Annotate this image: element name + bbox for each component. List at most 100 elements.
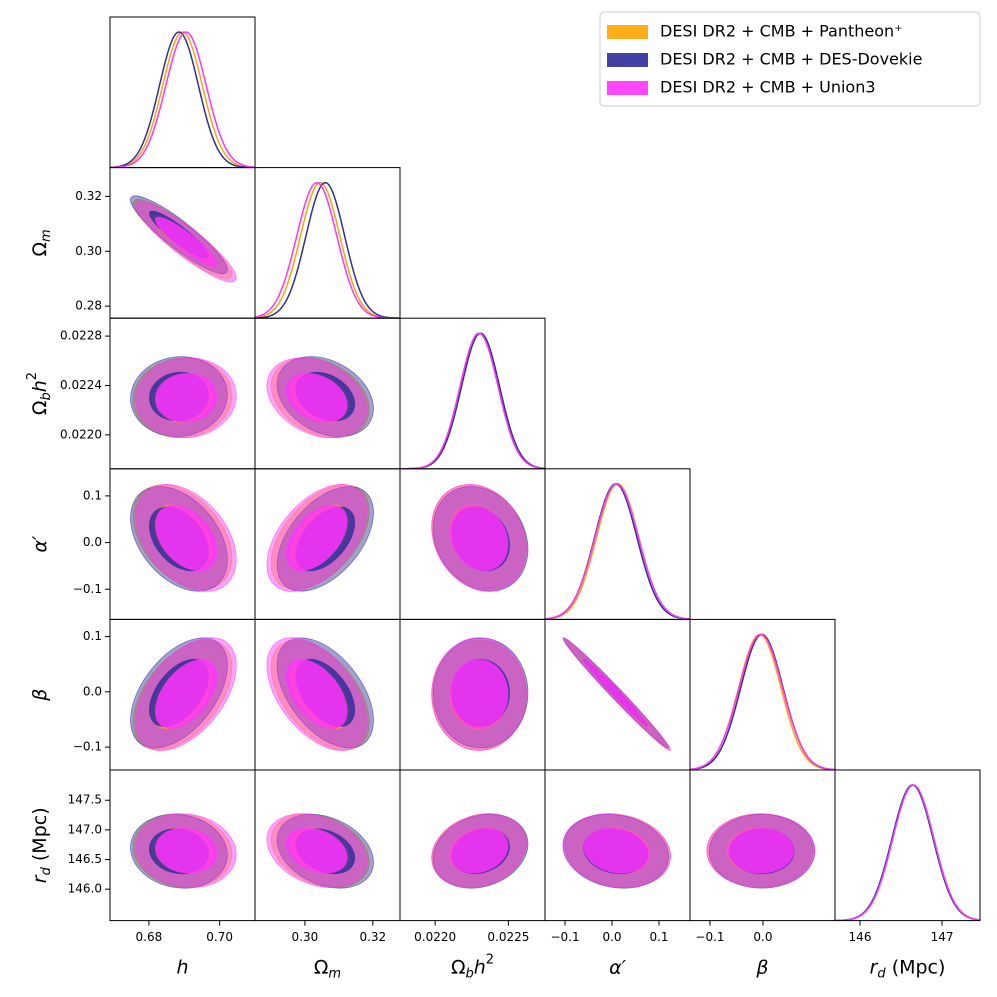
- y-tick-label: 0.0228: [60, 329, 102, 343]
- marginal-curve: [690, 633, 835, 771]
- y-tick-label: 0.0224: [60, 378, 102, 392]
- label-part: m: [39, 229, 54, 242]
- label-part: β: [29, 689, 51, 702]
- marginal-curve: [400, 332, 545, 469]
- y-axis-label: rd (Mpc): [29, 807, 54, 883]
- panel-frame: [834, 769, 981, 922]
- contour-68: [154, 827, 218, 874]
- panel: [431, 637, 529, 751]
- panel: [835, 784, 980, 921]
- label-part: (Mpc): [29, 807, 51, 867]
- y-tick-label: 0.1: [83, 629, 102, 643]
- contour-68: [583, 659, 650, 729]
- contour-68: [449, 659, 509, 729]
- contour-68: [285, 504, 348, 571]
- x-tick-label: 0.30: [292, 930, 319, 944]
- x-axis-label: β: [755, 956, 768, 978]
- x-tick-label: 146: [849, 930, 872, 944]
- marginal-curve: [835, 784, 980, 921]
- marginal-curve: [545, 483, 690, 620]
- label-part: h: [176, 956, 188, 978]
- legend-swatch: [607, 53, 648, 67]
- panel: [431, 813, 529, 889]
- panel: [266, 637, 374, 751]
- contour-68: [154, 373, 218, 423]
- label-part: Ω: [314, 956, 329, 978]
- marginal-curve: [835, 784, 980, 921]
- y-axis-label: Ωm: [29, 229, 54, 256]
- contour-68: [154, 504, 218, 571]
- contour-68: [285, 373, 348, 423]
- marginal-curve: [110, 31, 255, 168]
- label-part: b: [39, 392, 54, 400]
- panel: [431, 484, 529, 592]
- x-tick-label: 147: [931, 930, 954, 944]
- panel: [706, 813, 816, 889]
- label-part: α′: [609, 956, 627, 978]
- label-part: r: [870, 956, 879, 978]
- label-part: β: [755, 956, 768, 978]
- y-tick-label: 0.0: [83, 684, 102, 698]
- x-axis-label: α′: [609, 956, 627, 978]
- x-axis-label: h: [176, 956, 188, 978]
- marginal-curve: [690, 633, 835, 771]
- panel: [690, 633, 835, 771]
- label-part: m: [328, 966, 341, 981]
- y-tick-label: 0.30: [75, 244, 102, 258]
- x-tick-label: 0.1: [649, 930, 668, 944]
- y-tick-label: 0.1: [83, 488, 102, 502]
- legend-box: [599, 11, 981, 107]
- label-part: Ω: [29, 242, 51, 257]
- label-part: h: [474, 956, 486, 978]
- panel: [545, 483, 690, 620]
- contour-68: [154, 216, 218, 267]
- contour-68: [449, 827, 509, 874]
- legend-label: DESI DR2 + CMB + Union3: [660, 78, 876, 97]
- panel: [266, 484, 374, 592]
- label-part: b: [465, 966, 473, 981]
- marginal-curve: [110, 31, 255, 168]
- x-axis-label: rd (Mpc): [870, 956, 946, 981]
- panel: [130, 637, 237, 751]
- y-tick-label: 0.0220: [60, 427, 102, 441]
- legend-label: DESI DR2 + CMB + DES-Dovekie: [660, 50, 922, 69]
- contour-68: [154, 659, 218, 729]
- panel: [130, 484, 237, 592]
- x-tick-label: 0.70: [206, 930, 233, 944]
- y-axis-label: β: [29, 689, 51, 702]
- panel: [130, 356, 237, 439]
- panel-frame: [544, 468, 691, 620]
- marginal-curve: [835, 784, 980, 921]
- legend-label: DESI DR2 + CMB + Pantheon⁺: [660, 22, 903, 41]
- marginal-curve: [255, 181, 400, 319]
- x-tick-label: 0.68: [136, 930, 163, 944]
- y-tick-label: 146.5: [68, 852, 102, 866]
- x-tick-label: 0.32: [359, 930, 386, 944]
- x-tick-label: 0.0: [753, 930, 772, 944]
- x-tick-label: 0.0220: [414, 930, 456, 944]
- panel: [255, 181, 400, 319]
- panel: [562, 637, 671, 751]
- contour-68: [727, 827, 795, 874]
- y-tick-label: 147.5: [68, 793, 102, 807]
- label-part: Ω: [29, 401, 51, 416]
- x-tick-label: 0.0: [602, 930, 621, 944]
- y-axis-label: α′: [29, 535, 51, 553]
- label-part: d: [877, 966, 886, 981]
- panel-frame: [109, 16, 256, 169]
- marginal-curve: [400, 332, 545, 469]
- panel: [562, 813, 671, 889]
- marginal-curve: [255, 181, 400, 319]
- y-tick-label: 0.28: [75, 299, 102, 313]
- panel-frame: [689, 618, 836, 771]
- contour-68: [449, 504, 509, 571]
- contour-68: [583, 827, 650, 874]
- panel: [130, 813, 237, 889]
- panel: [130, 195, 237, 283]
- marginal-curve: [400, 332, 545, 469]
- marginal-curve: [545, 483, 690, 620]
- y-tick-label: 147.0: [68, 822, 102, 836]
- y-tick-label: 0.32: [75, 189, 102, 203]
- label-part: h: [29, 380, 51, 392]
